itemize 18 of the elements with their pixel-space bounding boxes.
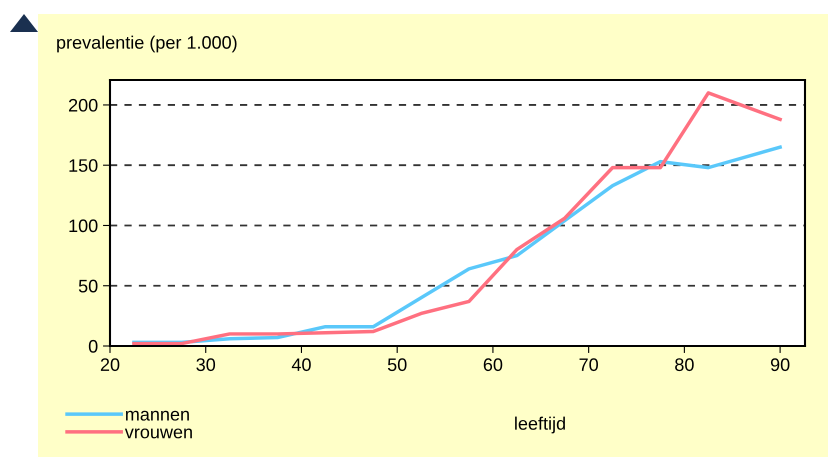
- x-tick-label: 60: [484, 358, 502, 372]
- x-tick-label: 70: [580, 358, 598, 372]
- legend-label: mannen: [126, 410, 189, 421]
- y-tick-label: 150: [69, 159, 98, 172]
- y-tick-label: 100: [69, 219, 98, 232]
- x-tick-label: 40: [292, 358, 311, 372]
- y-tick-label: 200: [68, 98, 98, 112]
- y-tick-label: 50: [78, 280, 98, 292]
- x-tick-label: 20: [100, 358, 120, 372]
- x-axis-title: leeftijd: [515, 416, 565, 434]
- y-tick-label: 0: [88, 340, 98, 353]
- legend-label: vrouwen: [124, 428, 192, 438]
- x-tick-label: 90: [770, 358, 790, 372]
- line-series: [132, 91, 782, 346]
- x-tick-label: 30: [196, 358, 216, 372]
- y-axis-title: prevalentie (per 1.000): [57, 36, 237, 52]
- x-tick-label: 50: [388, 358, 407, 372]
- x-tick-label: 80: [675, 358, 694, 372]
